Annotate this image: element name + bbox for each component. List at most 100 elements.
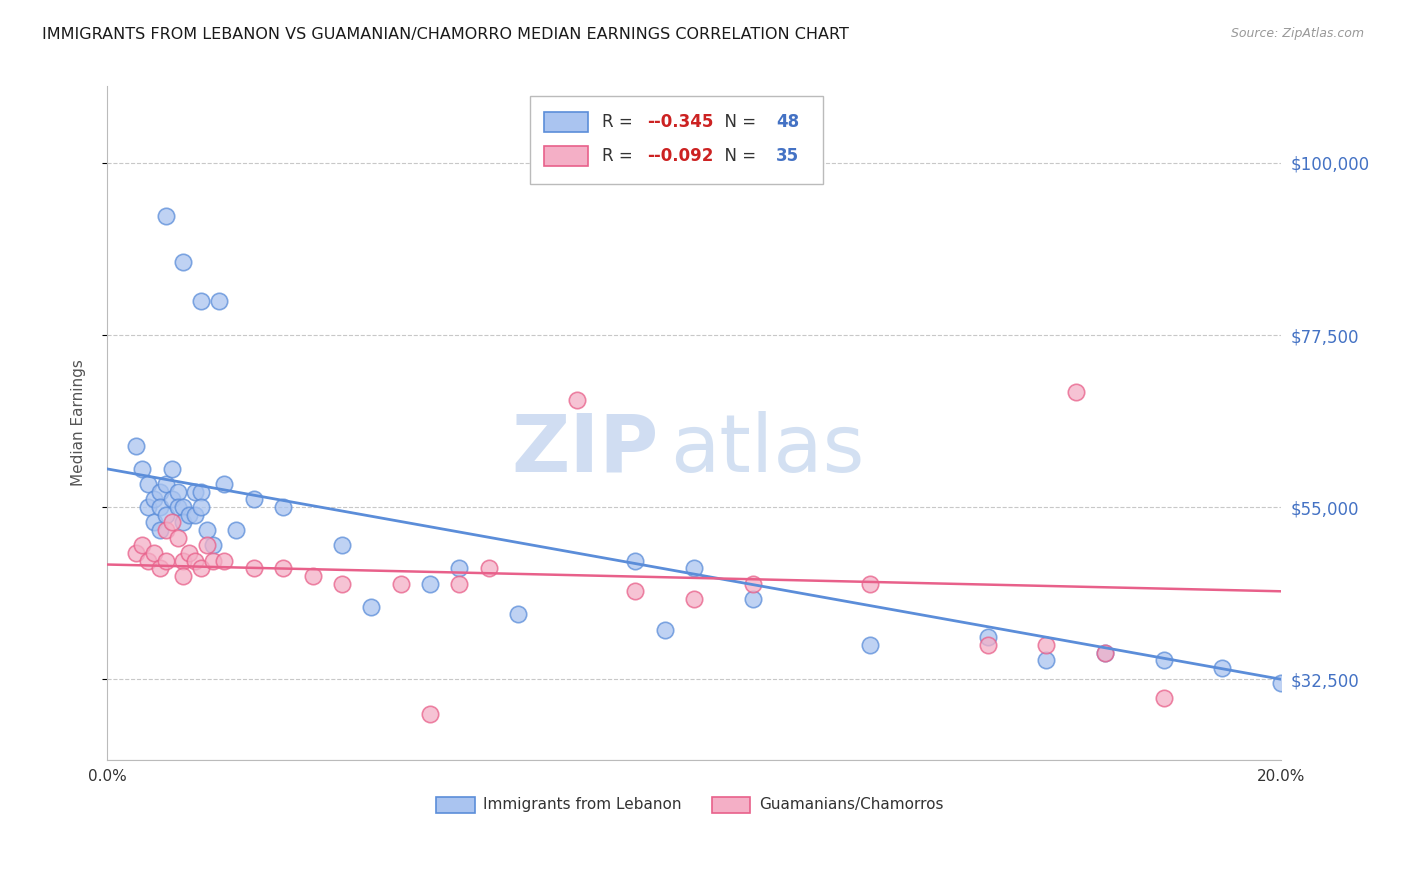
Point [184, 484, 207, 499]
Point [624, 554, 647, 568]
Point [207, 293, 229, 308]
Text: ZIP: ZIP [512, 411, 659, 489]
Point [654, 623, 676, 637]
Point [419, 706, 441, 721]
Point [1035, 638, 1057, 652]
FancyBboxPatch shape [530, 96, 823, 184]
Point [155, 210, 177, 224]
Text: --0.092: --0.092 [647, 146, 713, 165]
Point [136, 554, 159, 568]
Point [449, 576, 471, 591]
Point [190, 561, 212, 575]
Point [155, 523, 177, 537]
Y-axis label: Median Earnings: Median Earnings [72, 359, 86, 486]
Point [179, 546, 201, 560]
Point [225, 523, 247, 537]
Point [565, 392, 588, 407]
Text: R =: R = [603, 113, 638, 131]
Point [683, 591, 706, 606]
Point [166, 484, 188, 499]
Point [172, 554, 194, 568]
Point [201, 538, 224, 552]
Point [1270, 676, 1292, 690]
Point [243, 492, 266, 507]
Text: IMMIGRANTS FROM LEBANON VS GUAMANIAN/CHAMORRO MEDIAN EARNINGS CORRELATION CHART: IMMIGRANTS FROM LEBANON VS GUAMANIAN/CHA… [42, 27, 849, 42]
Point [419, 576, 441, 591]
Point [136, 477, 159, 491]
Point [172, 569, 194, 583]
Text: 48: 48 [776, 113, 800, 131]
Point [389, 576, 412, 591]
Point [125, 439, 148, 453]
Point [160, 462, 183, 476]
Point [271, 561, 294, 575]
Point [683, 561, 706, 575]
FancyBboxPatch shape [711, 797, 751, 814]
Point [1035, 653, 1057, 667]
Text: R =: R = [603, 146, 638, 165]
Text: Source: ZipAtlas.com: Source: ZipAtlas.com [1230, 27, 1364, 40]
Point [149, 523, 172, 537]
Point [143, 546, 166, 560]
Point [330, 538, 353, 552]
FancyBboxPatch shape [544, 145, 588, 166]
Point [195, 523, 218, 537]
Point [155, 508, 177, 522]
Point [214, 477, 236, 491]
Point [160, 516, 183, 530]
Point [1211, 661, 1233, 675]
Text: atlas: atlas [671, 411, 865, 489]
Text: Guamanians/Chamorros: Guamanians/Chamorros [759, 797, 943, 813]
Text: 35: 35 [776, 146, 800, 165]
Point [1153, 653, 1175, 667]
Text: N =: N = [714, 113, 762, 131]
Point [155, 554, 177, 568]
Point [271, 500, 294, 515]
Point [859, 576, 882, 591]
FancyBboxPatch shape [544, 112, 588, 132]
Point [131, 462, 153, 476]
Point [125, 546, 148, 560]
Point [360, 599, 382, 614]
Point [149, 561, 172, 575]
Point [195, 538, 218, 552]
Point [1094, 646, 1116, 660]
Point [301, 569, 323, 583]
Point [201, 554, 224, 568]
Point [741, 591, 763, 606]
Point [449, 561, 471, 575]
Point [172, 516, 194, 530]
Point [976, 630, 998, 644]
Point [243, 561, 266, 575]
Point [179, 508, 201, 522]
Point [214, 554, 236, 568]
Point [143, 492, 166, 507]
Point [190, 500, 212, 515]
Point [859, 638, 882, 652]
Point [155, 477, 177, 491]
FancyBboxPatch shape [436, 797, 475, 814]
Point [190, 484, 212, 499]
Point [1064, 385, 1087, 400]
Point [131, 538, 153, 552]
Point [741, 576, 763, 591]
Point [478, 561, 501, 575]
Point [172, 500, 194, 515]
Text: --0.345: --0.345 [647, 113, 713, 131]
Point [136, 500, 159, 515]
Point [190, 293, 212, 308]
Text: Immigrants from Lebanon: Immigrants from Lebanon [482, 797, 682, 813]
Point [166, 531, 188, 545]
Point [160, 492, 183, 507]
Text: N =: N = [714, 146, 762, 165]
Point [143, 516, 166, 530]
Point [1094, 646, 1116, 660]
Point [506, 607, 529, 622]
Point [166, 500, 188, 515]
Point [149, 484, 172, 499]
Point [624, 584, 647, 599]
Point [184, 508, 207, 522]
Point [172, 255, 194, 269]
Point [184, 554, 207, 568]
Point [1153, 691, 1175, 706]
